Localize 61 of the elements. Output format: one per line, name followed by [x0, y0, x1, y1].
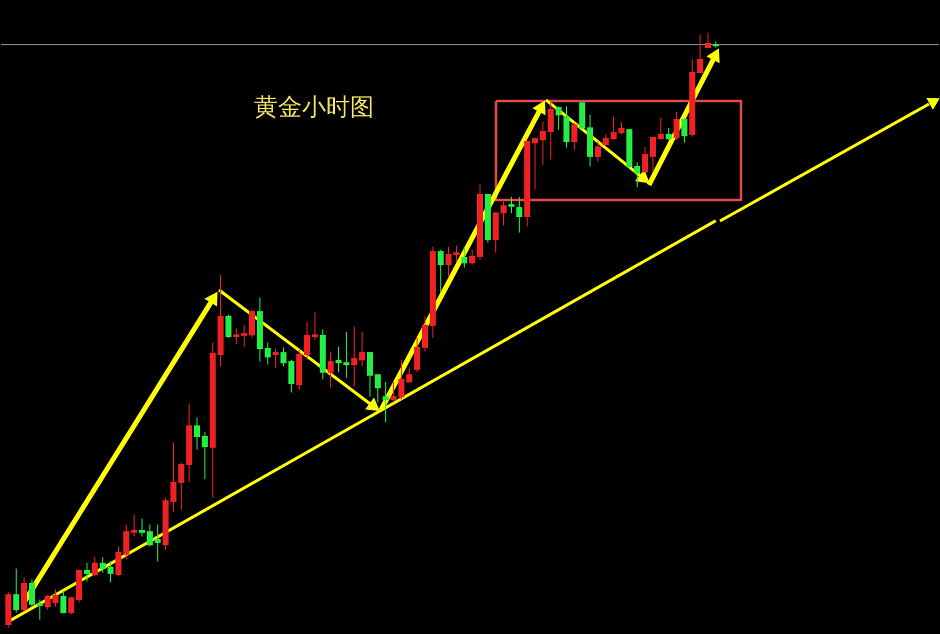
candlestick	[194, 417, 200, 450]
candlestick	[658, 117, 664, 140]
candlestick	[44, 594, 51, 610]
candlestick	[453, 245, 460, 262]
candlestick	[374, 374, 381, 404]
candlestick	[556, 106, 562, 130]
candlestick	[36, 599, 43, 620]
candlestick	[351, 326, 358, 388]
candlestick	[60, 590, 66, 614]
candlestick	[170, 442, 176, 512]
candlestick	[138, 518, 145, 537]
candlestick	[366, 352, 373, 398]
candlestick	[288, 359, 294, 394]
candlestick	[249, 309, 256, 338]
candlestick	[312, 311, 318, 340]
candlestick	[650, 136, 656, 172]
candlestick	[618, 121, 624, 135]
candlestick	[422, 316, 428, 352]
candlestick	[406, 367, 412, 383]
text: 黄金小时图	[254, 93, 374, 121]
candlestick	[359, 331, 366, 367]
candlestick	[84, 562, 90, 582]
candlestick	[469, 249, 476, 266]
candlestick	[115, 546, 122, 577]
candlestick	[225, 314, 232, 338]
candlestick	[666, 127, 672, 140]
candlestick	[461, 246, 468, 268]
candlestick	[202, 431, 208, 480]
candlestick	[264, 342, 271, 366]
candlestick	[446, 246, 452, 278]
candlestick	[68, 596, 74, 615]
candlestick	[674, 111, 680, 140]
candlestick	[92, 556, 98, 577]
candlestick	[382, 381, 389, 423]
candlestick	[280, 346, 286, 367]
candlestick	[594, 141, 601, 162]
candlestick	[336, 346, 342, 373]
candlestick	[508, 196, 514, 214]
candlestick	[100, 556, 106, 574]
candlestick	[438, 249, 444, 294]
candlestick	[328, 350, 334, 388]
candlestick	[304, 321, 310, 360]
candlestick	[500, 199, 507, 226]
candlestick	[704, 32, 711, 48]
candlestick	[108, 560, 114, 583]
candlestick	[532, 136, 538, 190]
candlestick	[642, 146, 648, 173]
candlestick	[516, 196, 522, 234]
candlestick	[52, 588, 59, 608]
candlestick	[13, 568, 20, 614]
candlestick	[398, 359, 404, 400]
candlestick	[681, 117, 688, 144]
candlestick	[414, 337, 420, 373]
candlestick	[571, 122, 578, 150]
candlestick	[548, 101, 554, 160]
candlestick	[390, 381, 397, 404]
candlestick	[540, 121, 546, 166]
candlestick	[272, 348, 279, 368]
candlestick	[697, 34, 704, 74]
candlestick	[28, 578, 35, 608]
candlestick	[343, 331, 350, 378]
